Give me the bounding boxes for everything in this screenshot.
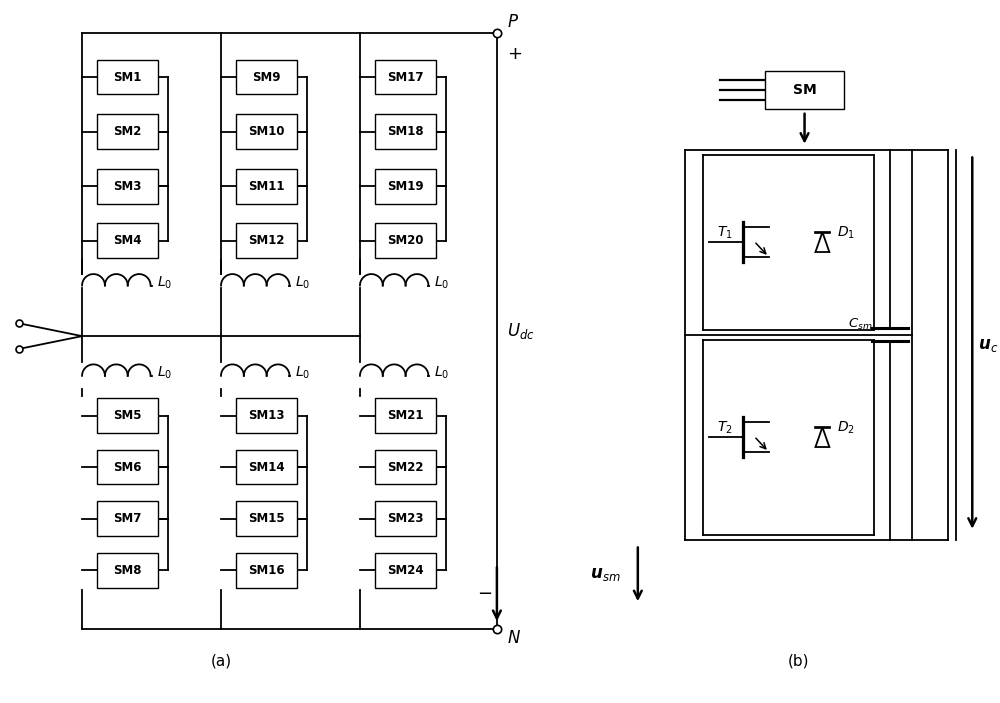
Bar bbox=[375, 398, 436, 433]
Text: SM8: SM8 bbox=[113, 564, 142, 577]
Text: SM10: SM10 bbox=[248, 125, 285, 138]
Text: SM12: SM12 bbox=[248, 234, 285, 247]
Text: SM11: SM11 bbox=[248, 180, 285, 193]
Text: $L_0$: $L_0$ bbox=[434, 365, 450, 381]
Text: SM24: SM24 bbox=[387, 564, 424, 577]
Bar bbox=[97, 398, 158, 433]
Bar bbox=[97, 501, 158, 536]
Text: SM16: SM16 bbox=[248, 564, 285, 577]
Text: SM7: SM7 bbox=[114, 512, 142, 525]
Bar bbox=[375, 169, 436, 204]
Text: SM2: SM2 bbox=[114, 125, 142, 138]
Text: SM6: SM6 bbox=[113, 460, 142, 474]
Bar bbox=[765, 71, 844, 109]
Text: $C_{sm}$: $C_{sm}$ bbox=[848, 316, 873, 332]
Text: $L_0$: $L_0$ bbox=[434, 274, 450, 291]
Text: SM20: SM20 bbox=[387, 234, 424, 247]
Text: SM3: SM3 bbox=[114, 180, 142, 193]
Text: SM17: SM17 bbox=[387, 70, 424, 84]
Text: $L_0$: $L_0$ bbox=[295, 274, 311, 291]
Bar bbox=[236, 553, 297, 588]
Text: +: + bbox=[507, 45, 522, 63]
Bar bbox=[97, 115, 158, 149]
Text: SM15: SM15 bbox=[248, 512, 285, 525]
Text: (a): (a) bbox=[210, 654, 232, 669]
Bar bbox=[236, 169, 297, 204]
Bar bbox=[236, 60, 297, 94]
Text: $L_0$: $L_0$ bbox=[295, 365, 311, 381]
Bar bbox=[236, 224, 297, 258]
Text: $D_1$: $D_1$ bbox=[837, 224, 855, 240]
Text: SM13: SM13 bbox=[248, 409, 285, 422]
Text: $\boldsymbol{u}_{c}$: $\boldsymbol{u}_{c}$ bbox=[978, 335, 998, 354]
Bar bbox=[236, 115, 297, 149]
Bar bbox=[375, 115, 436, 149]
Text: $\boldsymbol{u}_{sm}$: $\boldsymbol{u}_{sm}$ bbox=[590, 565, 621, 583]
Bar bbox=[97, 169, 158, 204]
Bar bbox=[375, 60, 436, 94]
Text: SM19: SM19 bbox=[387, 180, 424, 193]
Text: SM14: SM14 bbox=[248, 460, 285, 474]
Text: SM23: SM23 bbox=[387, 512, 424, 525]
Bar bbox=[97, 60, 158, 94]
Text: SM1: SM1 bbox=[114, 70, 142, 84]
Bar bbox=[97, 450, 158, 484]
Text: SM9: SM9 bbox=[252, 70, 281, 84]
Text: SM4: SM4 bbox=[113, 234, 142, 247]
Bar bbox=[375, 553, 436, 588]
Text: SM22: SM22 bbox=[387, 460, 424, 474]
Text: $T_2$: $T_2$ bbox=[717, 419, 733, 436]
Text: (b): (b) bbox=[788, 654, 809, 669]
Text: SM21: SM21 bbox=[387, 409, 424, 422]
Bar bbox=[375, 501, 436, 536]
Bar bbox=[236, 450, 297, 484]
Text: $L_0$: $L_0$ bbox=[157, 274, 172, 291]
Bar bbox=[375, 224, 436, 258]
Text: SM5: SM5 bbox=[113, 409, 142, 422]
Text: $P$: $P$ bbox=[507, 13, 519, 32]
Text: $L_0$: $L_0$ bbox=[157, 365, 172, 381]
Text: SM18: SM18 bbox=[387, 125, 424, 138]
Text: $T_1$: $T_1$ bbox=[717, 224, 733, 240]
Bar bbox=[97, 553, 158, 588]
Bar bbox=[236, 501, 297, 536]
Bar bbox=[375, 450, 436, 484]
Text: $D_2$: $D_2$ bbox=[837, 419, 855, 436]
Bar bbox=[97, 224, 158, 258]
Text: −: − bbox=[477, 585, 492, 603]
Text: $N$: $N$ bbox=[507, 628, 521, 647]
Text: SM: SM bbox=[793, 83, 816, 97]
Text: $U_{dc}$: $U_{dc}$ bbox=[507, 321, 535, 341]
Bar bbox=[236, 398, 297, 433]
